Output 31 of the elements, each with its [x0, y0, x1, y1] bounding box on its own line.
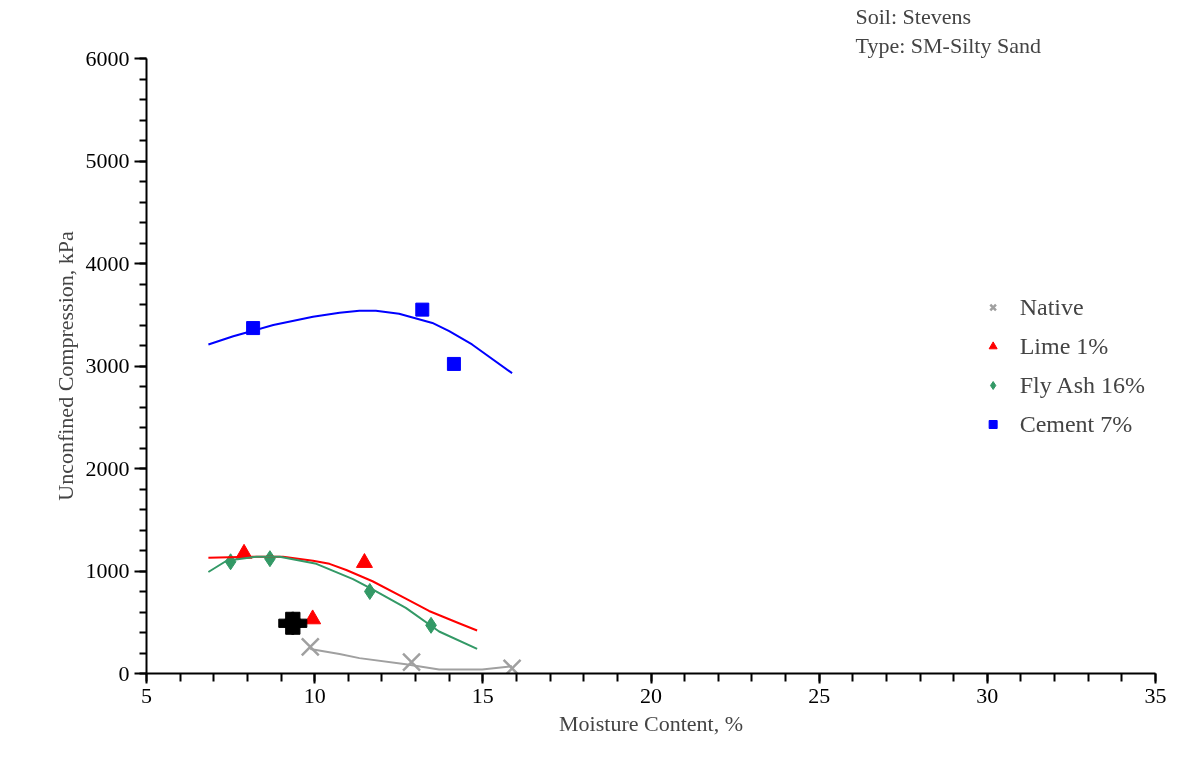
point: [446, 356, 461, 371]
text: Soil: Stevens: [855, 3, 972, 29]
y-tick-label: 4000: [85, 250, 130, 276]
point: [363, 583, 376, 600]
legend-label: Fly Ash 16%: [1019, 371, 1145, 399]
y-axis-title: Unconfined Compression, kPa: [52, 231, 78, 501]
point: [401, 652, 422, 672]
x-tick-label: 35: [1144, 682, 1167, 708]
y-tick-label: 2000: [85, 455, 130, 481]
x-tick-label: 10: [303, 682, 326, 708]
x-tick-label: 15: [471, 682, 494, 708]
point: [355, 553, 373, 568]
x-axis-title: Moisture Content, %: [559, 710, 743, 736]
x-tick-label: 25: [808, 682, 831, 708]
text: Type: SM-Silty Sand: [855, 32, 1041, 58]
point: [502, 658, 522, 674]
point: [415, 302, 430, 317]
legend-label: Lime 1%: [1019, 332, 1109, 360]
x-tick-label: 20: [640, 682, 662, 708]
y-tick-label: 6000: [85, 45, 130, 71]
point: [304, 609, 322, 625]
y-tick-label: 5000: [85, 148, 130, 173]
legend-label: Native: [1019, 293, 1084, 321]
x-tick-label: 30: [976, 682, 999, 708]
x-tick-label: 5: [141, 682, 152, 708]
y-tick-label: 1000: [85, 558, 130, 583]
y-tick-label: 3000: [85, 353, 130, 378]
point: [300, 637, 321, 657]
y-tick-label: 0: [118, 660, 130, 686]
legend-label: Cement 7%: [1019, 410, 1133, 438]
point: [284, 611, 308, 635]
